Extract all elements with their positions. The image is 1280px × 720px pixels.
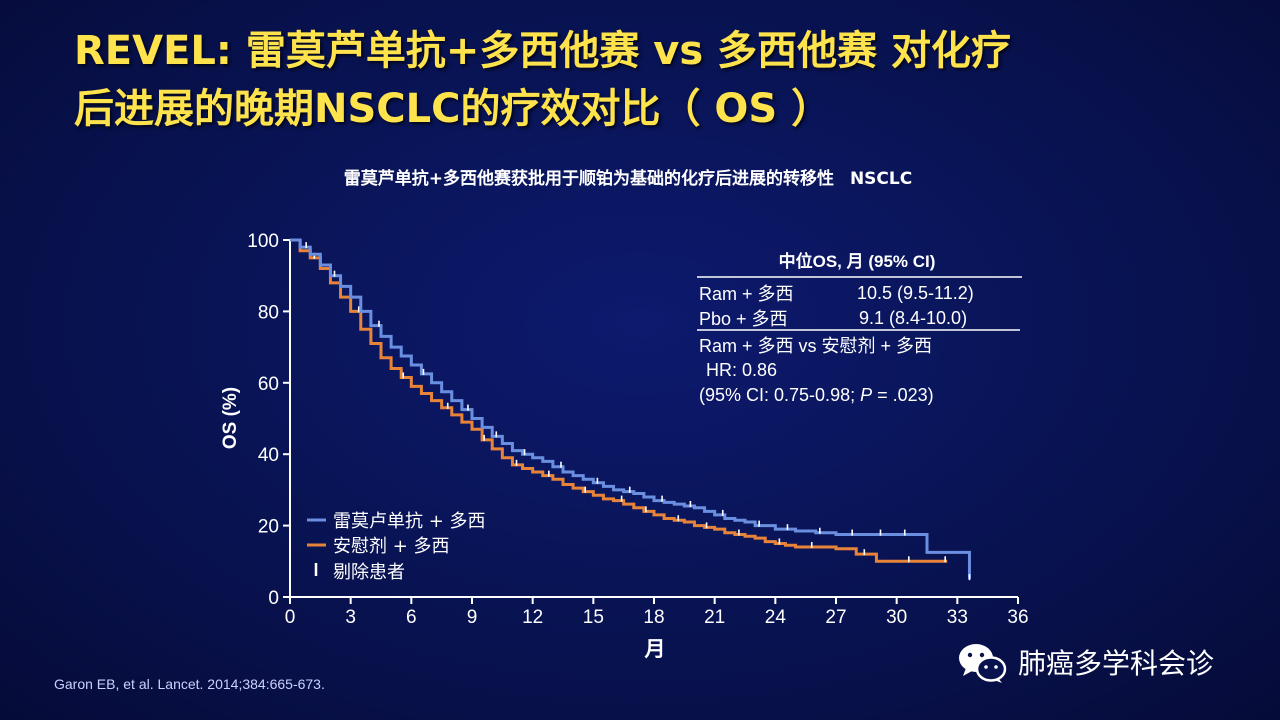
legend-label-ram: 雷莫卢单抗 + 多西 [333,511,486,532]
series-line-ram [290,238,971,580]
x-tick-label: 12 [522,607,543,628]
x-tick-label: 30 [886,607,907,628]
slide-title: REVEL: 雷莫芦单抗+多西他赛 vs 多西他赛 对化疗 后进展的晚期NSCL… [74,22,1254,138]
y-tick-label: 60 [258,374,279,395]
x-tick-label: 15 [583,607,604,628]
series-line-pbo [290,238,948,563]
y-tick-label: 40 [258,445,279,466]
subtitle-main: 雷莫芦单抗+多西他赛获批用于顺铂为基础的化疗后进展的转移性 [343,169,835,189]
legend-label-censor: 剔除患者 [333,562,405,583]
x-tick-label: 0 [285,607,296,628]
x-axis-label: 月 [644,637,666,661]
subtitle-suffix: NSCLC [849,169,913,189]
x-tick-label: 24 [765,607,787,628]
stats-hr: HR: 0.86 [706,360,777,380]
y-axis-label: OS (%) [220,387,241,449]
stats-p-value: = .023) [872,385,934,405]
citation: Garon EB, et al. Lancet. 2014;384:665-67… [54,676,325,692]
y-tick-label: 80 [258,302,279,323]
watermark: 肺癌多学科会诊 [956,640,1214,684]
x-tick-label: 3 [345,607,356,628]
x-tick-label: 9 [467,607,478,628]
stats-ci: (95% CI: 0.75-0.98; P = .023) [699,385,934,405]
stats-box: 中位OS, 月 (95% CI) Ram + 多西 10.5 (9.5-11.2… [697,251,1022,405]
x-tick-label: 18 [643,607,664,628]
x-tick-label: 6 [406,607,417,628]
stats-row-pbo-label: Pbo + 多西 [699,309,788,329]
stats-row-ram-label: Ram + 多西 [699,284,794,304]
chart-legend: 雷莫卢单抗 + 多西 安慰剂 + 多西 剔除患者 [307,511,486,583]
x-tick-label: 33 [947,607,968,628]
stats-ci-prefix: (95% CI: 0.75-0.98; [699,385,860,405]
slide-title-line2: 后进展的晚期NSCLC的疗效对比（ OS ） [74,86,832,132]
y-tick-label: 0 [268,588,279,609]
stats-row-pbo-value: 9.1 (8.4-10.0) [859,308,967,328]
slide-title-line1: REVEL: 雷莫芦单抗+多西他赛 vs 多西他赛 对化疗 [74,28,1011,74]
y-tick-label: 20 [258,517,279,538]
legend-label-pbo: 安慰剂 + 多西 [333,536,450,557]
y-tick-label: 100 [247,231,279,252]
x-tick-label: 36 [1007,607,1028,628]
stats-p-label: P [860,385,872,405]
x-tick-label: 21 [704,607,725,628]
stats-comparison: Ram + 多西 vs 安慰剂 + 多西 [699,336,932,356]
chart-series-layer [290,238,971,581]
slide-subtitle: 雷莫芦单抗+多西他赛获批用于顺铂为基础的化疗后进展的转移性 NSCLC [0,164,1256,189]
stats-row-ram-value: 10.5 (9.5-11.2) [857,283,974,303]
watermark-text: 肺癌多学科会诊 [1018,647,1215,680]
stats-header: 中位OS, 月 (95% CI) [779,251,936,271]
x-tick-label: 27 [825,607,846,628]
wechat-icon [959,644,1007,683]
